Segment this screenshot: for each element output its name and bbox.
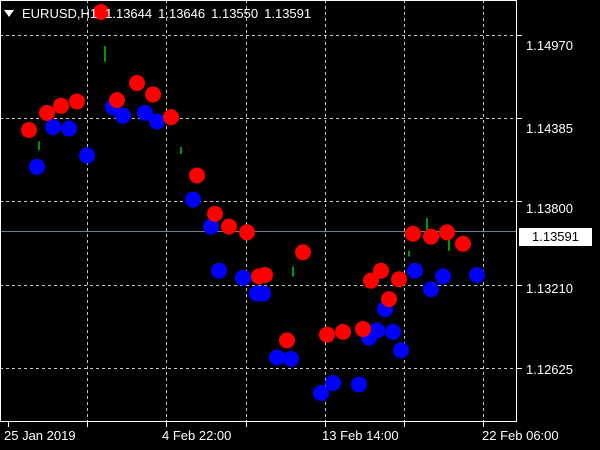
candles xyxy=(38,46,450,277)
red-signal-dot xyxy=(39,104,55,121)
red-signal-dot xyxy=(381,291,397,308)
red-signal-dot xyxy=(239,224,255,241)
red-signal-dot xyxy=(363,272,379,289)
blue-signal-dot xyxy=(45,119,61,136)
red-signal-dot xyxy=(53,97,69,114)
blue-signal-dot xyxy=(203,218,219,235)
signal-dots xyxy=(21,3,485,401)
y-tick-marks xyxy=(517,35,522,369)
blue-signal-dot xyxy=(137,104,153,121)
plot-frame xyxy=(0,0,517,422)
red-signal-dot xyxy=(109,92,125,109)
red-signal-dot xyxy=(129,75,145,92)
red-signal-dot xyxy=(423,228,439,245)
red-signal-dot xyxy=(69,93,85,110)
blue-signal-dot xyxy=(149,113,165,130)
low-value: 1.13550 xyxy=(211,5,259,21)
red-signal-dot xyxy=(257,266,273,283)
y-tick-label: 1.13800 xyxy=(526,201,573,216)
red-signal-dot xyxy=(163,109,179,126)
red-signal-dot xyxy=(355,321,371,338)
red-signal-dot xyxy=(145,86,161,103)
blue-signal-dot xyxy=(469,266,485,283)
red-signal-dot xyxy=(295,244,311,261)
blue-signal-dot xyxy=(185,191,201,208)
blue-signal-dot xyxy=(29,158,45,175)
y-tick-label: 1.13210 xyxy=(526,281,573,296)
close-value: 1.13591 xyxy=(264,5,312,21)
blue-signal-dot xyxy=(61,120,77,137)
open-value: 1.13644 xyxy=(105,5,153,21)
x-tick-label: 25 Jan 2019 xyxy=(4,428,76,443)
y-tick-label: 1.14385 xyxy=(526,121,573,136)
dropdown-triangle-icon[interactable] xyxy=(4,9,14,17)
blue-signal-dot xyxy=(79,147,95,164)
red-signal-dot xyxy=(21,121,37,138)
blue-signal-dot xyxy=(283,350,299,367)
blue-signal-dot xyxy=(211,262,227,279)
blue-signal-dot xyxy=(313,384,329,401)
current-price-tag: 1.13591 xyxy=(519,228,592,246)
x-tick-label: 13 Feb 14:00 xyxy=(322,428,399,443)
y-tick-label: 1.14970 xyxy=(526,38,573,53)
red-signal-dot xyxy=(207,205,223,222)
blue-signal-dot xyxy=(115,107,131,124)
y-tick-label: 1.12625 xyxy=(526,362,573,377)
red-signal-dot xyxy=(319,326,335,343)
blue-signal-dot xyxy=(351,376,367,393)
red-signal-dot xyxy=(279,332,295,349)
symbol-header: EURUSD,H1 1.13644 1.13646 1.13550 1.1359… xyxy=(4,3,317,23)
x-tick-label: 4 Feb 22:00 xyxy=(162,428,232,443)
blue-signal-dot xyxy=(369,322,385,339)
blue-signal-dot xyxy=(255,285,271,302)
blue-signal-dot xyxy=(325,375,341,392)
red-signal-dot xyxy=(373,262,389,279)
red-signal-dot xyxy=(335,323,351,340)
x-tick-marks xyxy=(8,422,484,427)
blue-signal-dot xyxy=(423,281,439,298)
blue-signal-dot xyxy=(407,262,423,279)
red-signal-dot xyxy=(93,3,109,20)
blue-signal-dot xyxy=(435,268,451,285)
x-tick-label: 22 Feb 06:00 xyxy=(482,428,559,443)
symbol-label: EURUSD,H1 xyxy=(22,5,98,21)
blue-signal-dot xyxy=(269,349,285,366)
high-value: 1.13646 xyxy=(158,5,206,21)
red-signal-dot xyxy=(439,224,455,241)
red-signal-dot xyxy=(455,235,471,252)
blue-signal-dot xyxy=(385,323,401,340)
blue-signal-dot xyxy=(393,342,409,359)
blue-signal-dot xyxy=(235,269,251,286)
red-signal-dot xyxy=(391,271,407,288)
red-signal-dot xyxy=(221,218,237,235)
grid-lines xyxy=(0,0,517,421)
red-signal-dot xyxy=(189,167,205,184)
red-signal-dot xyxy=(405,225,421,242)
